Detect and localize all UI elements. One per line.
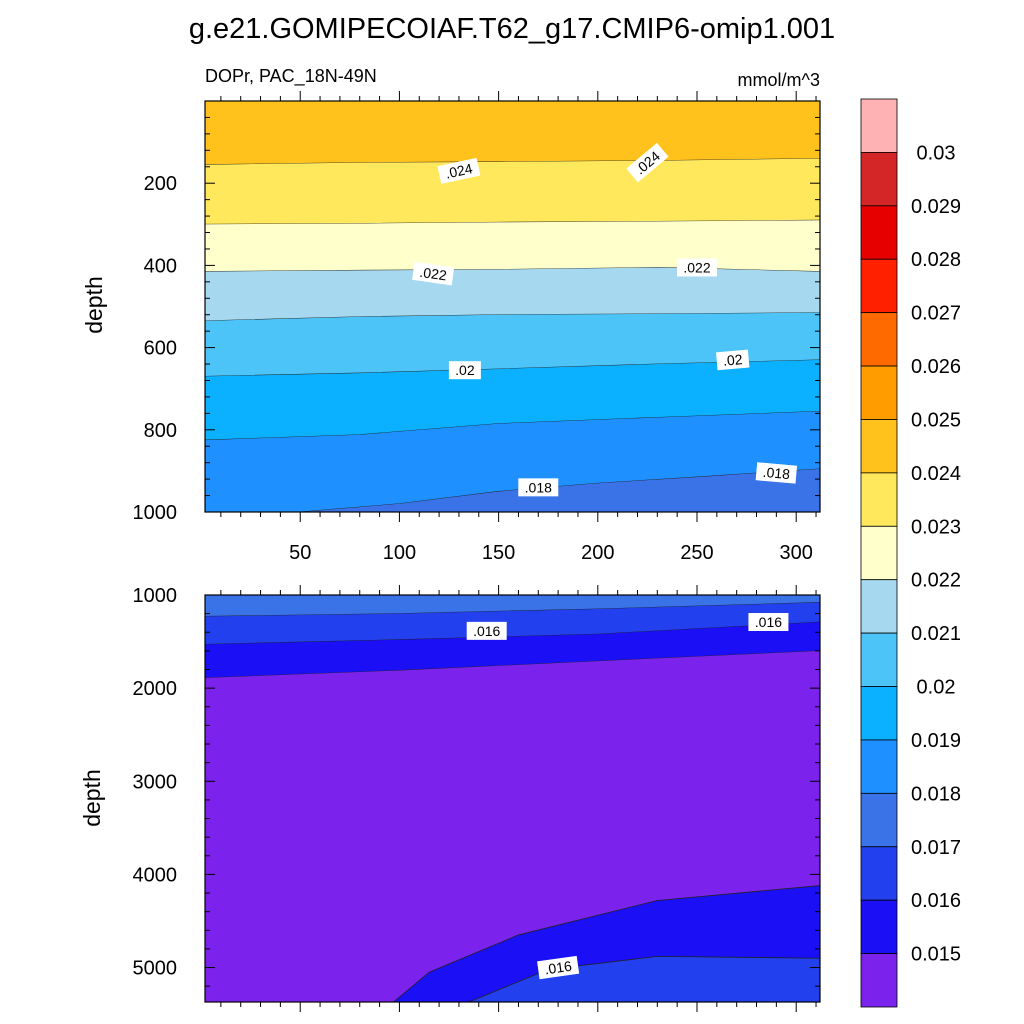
upper-contour-band-5 [205,359,820,441]
upper-depth-panel: .024.024.022.022.02.02.018.0182004006008… [133,91,821,564]
colorbar-swatch-16 [860,953,898,1008]
colorbar-label-15: 0.015 [911,944,961,966]
lower-y-tick-label: 3000 [133,771,178,793]
upper-contour-band-6 [205,411,820,512]
svg-text:.02: .02 [722,351,743,369]
colorbar-label-12: 0.018 [911,783,961,805]
upper-y-tick-label: 600 [144,338,177,360]
lower-y-tick-label: 4000 [133,864,178,886]
upper-y-tick-label: 400 [144,255,177,277]
lower-contour-fills [205,595,820,1002]
lower-contour-band-1 [205,602,820,645]
variable-label: DOPr, PAC_18N-49N [205,66,377,87]
colorbar-swatch-15 [860,899,898,954]
units-label: mmol/m^3 [738,70,820,90]
colorbar-label-6: 0.024 [911,463,961,485]
colorbar-label-10: 0.02 [917,677,956,699]
colorbar-swatch-6 [860,419,898,474]
svg-text:.024: .024 [444,160,474,181]
upper-contour-band-3 [205,267,820,321]
upper-contour-band-4 [205,312,820,377]
upper-contour-label-0: .024 [437,157,481,184]
svg-text:.02: .02 [455,362,475,378]
colorbar-label-1: 0.029 [911,196,961,218]
colorbar-label-13: 0.017 [911,837,961,859]
colorbar-swatch-11 [860,686,898,741]
upper-contour-band-7 [205,468,820,512]
upper-contour-label-7: .018 [755,462,798,484]
upper-contour-label-2: .022 [412,261,455,286]
svg-text:.016: .016 [755,614,782,630]
upper-plot-frame [204,100,821,513]
colorbar-swatch-5 [860,365,898,420]
lower-contour-band-2 [205,622,820,678]
lower-contour-label-0: .016 [466,621,507,640]
x-tick-label: 100 [383,542,416,564]
lower-plot-frame [204,594,821,1003]
colorbar-label-5: 0.025 [911,409,961,431]
colorbar-swatch-4 [860,312,898,367]
colorbar-swatch-3 [860,258,898,314]
colorbar-swatch-1 [860,152,898,207]
colorbar-swatch-0 [860,98,898,153]
colorbar-label-14: 0.016 [911,890,961,912]
colorbar-label-3: 0.027 [911,303,961,325]
upper-contour-band-1 [205,158,820,225]
svg-text:.016: .016 [473,623,500,639]
lower-y-tick-label: 2000 [133,678,178,700]
colorbar-label-8: 0.022 [911,570,961,592]
colorbar-label-9: 0.021 [911,623,961,645]
upper-y-tick-label: 800 [144,420,177,442]
lower-contour-band-0 [205,595,820,617]
upper-contour-band-2 [205,220,820,272]
colorbar-swatch-7 [860,472,898,527]
colorbar-label-2: 0.028 [911,249,961,271]
x-tick-label: 250 [680,542,713,564]
lower-contour-label-1: .016 [748,613,789,632]
lower-y-axis-label: depth [79,769,105,827]
svg-text:.018: .018 [762,464,791,482]
colorbar-swatch-2 [860,205,898,260]
figure-title: g.e21.GOMIPECOIAF.T62_g17.CMIP6-omip1.00… [189,13,835,45]
colorbar-label-7: 0.023 [911,516,961,538]
upper-contour-label-3: .022 [677,258,717,277]
colorbar-label-0: 0.03 [917,142,956,164]
upper-y-axis-label: depth [81,276,107,334]
colorbar-label-11: 0.019 [911,730,961,752]
lower-contour-region-1 [468,955,820,1002]
svg-text:.022: .022 [419,264,448,284]
upper-contour-band-0 [205,101,820,165]
upper-y-tick-label: 200 [144,173,177,195]
colorbar-swatch-9 [860,579,898,634]
colorbar-swatch-8 [860,525,898,581]
upper-y-tick-label: 1000 [133,502,178,524]
lower-y-tick-label: 1000 [133,585,178,607]
lower-y-tick-label: 5000 [133,958,178,980]
colorbar-swatch-12 [860,739,898,794]
colorbar-swatch-10 [860,632,898,687]
lower-depth-panel: .016 .016 .016 1000 2000 3000 4000 5000 [133,585,821,1012]
colorbar: 0.03 0.029 0.028 0.027 0.026 0.025 0.024 0.023 0… [860,98,961,1008]
x-tick-label: 150 [482,542,515,564]
upper-contour-label-5: .02 [715,349,750,371]
upper-contour-fills [205,101,820,512]
colorbar-swatch-13 [860,792,898,848]
svg-text:.018: .018 [525,479,552,495]
svg-text:.022: .022 [683,259,710,275]
svg-text:.016: .016 [544,958,573,978]
x-tick-label: 50 [289,542,311,564]
colorbar-swatch-14 [860,846,898,901]
lower-contour-label-2: .016 [537,955,580,980]
upper-contour-label-4: .02 [448,361,481,380]
upper-contour-label-6: .018 [518,478,559,497]
x-tick-label: 300 [780,542,813,564]
colorbar-label-4: 0.026 [911,356,961,378]
x-tick-label: 200 [581,542,614,564]
